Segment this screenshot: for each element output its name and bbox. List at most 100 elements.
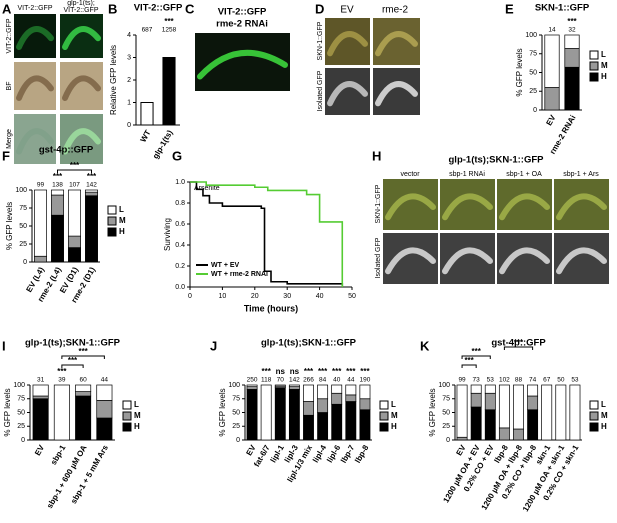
bar-segment — [85, 191, 98, 197]
n-label: 70 — [277, 377, 285, 384]
x-tick-label: EV — [33, 443, 46, 457]
chart-title: SKN-1::GFP — [535, 3, 590, 14]
stat-label: ns — [276, 367, 286, 376]
column-label: rme-2 — [382, 5, 409, 16]
legend-label: L — [601, 400, 606, 409]
bar-segment — [34, 255, 47, 263]
panel-letter: I — [2, 338, 6, 353]
y-tick-label: 0.0 — [175, 284, 185, 291]
bar-segment — [359, 384, 371, 400]
x-tick-label: EV — [454, 443, 467, 457]
legend-swatch — [589, 50, 599, 60]
n-label: 74 — [529, 377, 537, 384]
y-axis-label: % GFP levels — [515, 48, 524, 96]
y-tick-label: 0 — [127, 122, 131, 129]
bar-segment — [51, 189, 64, 196]
y-tick-label: 0 — [23, 259, 27, 266]
y-tick-label: 75 — [529, 51, 537, 58]
legend-label: M — [601, 411, 608, 420]
worm — [16, 75, 54, 101]
n-label: 138 — [52, 182, 63, 189]
bar-segment — [303, 401, 314, 416]
n-label: 99 — [458, 377, 466, 384]
bar-segment — [53, 384, 70, 441]
bar — [140, 102, 154, 126]
annotation: Arsenite — [194, 185, 220, 192]
bar-segment — [288, 386, 300, 390]
worm — [442, 247, 493, 275]
legend-label: H — [119, 227, 125, 236]
bar-segment — [260, 384, 272, 441]
n-label: 14 — [548, 27, 556, 34]
y-tick-label: 50 — [19, 223, 27, 230]
chart-title: gst-4p::GFP — [39, 145, 94, 156]
bracket-label: *** — [68, 356, 78, 365]
caption: VIT-2::GFP — [218, 7, 267, 18]
y-tick-label: 100 — [525, 32, 537, 39]
legend-swatch — [107, 205, 117, 215]
stat-label: *** — [360, 367, 370, 376]
legend-swatch — [379, 411, 389, 421]
bar-segment — [246, 384, 258, 387]
y-axis-label: % GFP levels — [428, 388, 437, 436]
bar-segment — [359, 409, 371, 441]
y-tick-label: 50 — [232, 409, 240, 416]
row-label: BF — [6, 82, 13, 91]
stat-label: *** — [57, 367, 67, 376]
bar-segment — [32, 384, 49, 397]
y-tick-label: 75 — [19, 205, 27, 212]
worm — [16, 128, 54, 155]
x-axis-label: Time (hours) — [244, 303, 298, 313]
worm — [327, 81, 368, 107]
bar-segment — [564, 48, 580, 68]
legend-label: H — [391, 422, 397, 431]
bar-segment — [527, 384, 539, 397]
n-label: 40 — [333, 377, 341, 384]
legend-label: M — [601, 61, 608, 70]
worm — [62, 75, 101, 101]
bar-segment — [484, 384, 496, 394]
y-tick-label: 0 — [446, 437, 450, 444]
bar-segment — [544, 34, 560, 88]
y-tick-label: 100 — [13, 382, 25, 389]
chart-title: VIT-2::GFP — [134, 3, 183, 14]
legend-label: L — [391, 400, 396, 409]
y-tick-label: 1.0 — [175, 179, 185, 186]
bracket — [57, 169, 92, 173]
bar-segment — [85, 189, 98, 193]
y-tick-label: 25 — [17, 423, 25, 430]
stat-label: *** — [87, 172, 97, 181]
y-axis-label: % GFP levels — [5, 202, 14, 250]
bar-segment — [564, 34, 580, 49]
n-label: 142 — [86, 182, 97, 189]
n-label: 250 — [247, 377, 258, 384]
n-label: 53 — [487, 377, 495, 384]
n-label: 1258 — [162, 27, 177, 34]
x-tick-label: 50 — [348, 293, 356, 300]
panel-letter: E — [505, 1, 514, 16]
y-tick-label: 50 — [442, 409, 450, 416]
bracket-label: *** — [78, 347, 88, 356]
bar-segment — [331, 384, 343, 394]
x-tick-label: sbp-1 — [49, 443, 68, 466]
panel-title: glp-1(ts);SKN-1::GFP — [449, 155, 545, 166]
n-label: 99 — [37, 182, 45, 189]
bar-segment — [331, 403, 343, 441]
bar-segment — [317, 384, 329, 400]
bar-segment — [75, 395, 92, 441]
bar-segment — [544, 87, 560, 111]
bar-segment — [470, 406, 482, 441]
legend-swatch — [107, 227, 117, 237]
bar-segment — [456, 436, 468, 441]
bar-segment — [484, 409, 496, 441]
x-tick-label: EV — [544, 113, 557, 127]
y-axis-label: % GFP levels — [3, 388, 12, 436]
y-tick-label: 25 — [529, 88, 537, 95]
n-label: 190 — [360, 377, 371, 384]
y-axis-label: % GFP levels — [218, 388, 227, 436]
y-tick-label: 0.2 — [175, 263, 185, 270]
n-label: 39 — [58, 377, 66, 384]
y-tick-label: 0 — [21, 437, 25, 444]
worm — [442, 193, 493, 221]
row-label: Isolated GFP — [317, 70, 324, 111]
